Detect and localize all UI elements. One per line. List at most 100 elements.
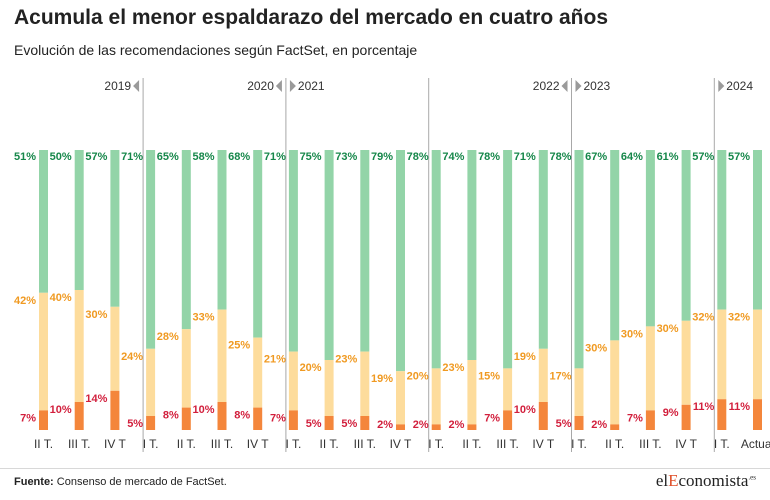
category-tick-label: III T. bbox=[211, 437, 233, 451]
value-label-sell: 2% bbox=[448, 419, 464, 431]
value-label-sell: 10% bbox=[50, 404, 72, 416]
year-arrow-icon bbox=[575, 80, 582, 92]
category-tick-label: II T. bbox=[462, 437, 481, 451]
category-tick-label: I T. bbox=[286, 437, 302, 451]
category-tick-label: II T. bbox=[605, 437, 624, 451]
bar-hold bbox=[253, 337, 263, 408]
bar-hold bbox=[431, 368, 441, 425]
value-label-buy: 68% bbox=[228, 151, 250, 163]
bar-sell bbox=[181, 407, 191, 430]
bar-sell bbox=[146, 416, 156, 430]
category-tick-label: II T. bbox=[34, 437, 53, 451]
bar-sell bbox=[360, 416, 370, 430]
value-label-buy: 50% bbox=[50, 151, 72, 163]
category-tick-label: III T. bbox=[354, 437, 376, 451]
bar-buy bbox=[396, 150, 405, 372]
bar-buy bbox=[681, 150, 691, 321]
value-label-buy: 78% bbox=[549, 151, 571, 163]
bar-hold bbox=[74, 290, 84, 402]
category-tick-label: III T. bbox=[639, 437, 661, 451]
value-label-hold: 42% bbox=[14, 295, 36, 307]
value-label-buy: 71% bbox=[514, 151, 536, 163]
value-label-sell: 5% bbox=[341, 418, 357, 430]
bar-buy bbox=[753, 150, 762, 310]
value-label-sell: 8% bbox=[163, 410, 179, 422]
source-label: Fuente: bbox=[14, 476, 54, 488]
publisher-logo: elEconomista.es bbox=[655, 471, 756, 490]
value-label-hold: 30% bbox=[657, 323, 679, 335]
value-label-hold: 17% bbox=[549, 370, 571, 382]
bar-hold bbox=[610, 340, 620, 425]
value-label-buy: 71% bbox=[264, 151, 286, 163]
value-label-hold: 32% bbox=[728, 312, 750, 324]
bar-buy bbox=[503, 150, 513, 369]
category-tick-label: III T. bbox=[496, 437, 518, 451]
bar-buy bbox=[39, 150, 48, 293]
value-label-hold: 30% bbox=[585, 342, 607, 354]
value-label-sell: 9% bbox=[663, 407, 679, 419]
category-tick-label: I T. bbox=[428, 437, 444, 451]
bar-hold bbox=[288, 351, 298, 411]
value-label-sell: 7% bbox=[20, 412, 36, 424]
value-label-buy: 74% bbox=[442, 151, 464, 163]
value-label-hold: 21% bbox=[264, 354, 286, 366]
value-label-hold: 23% bbox=[335, 354, 357, 366]
bar-sell bbox=[574, 416, 584, 430]
bar-sell bbox=[681, 404, 691, 430]
year-label: 2022 bbox=[533, 79, 560, 93]
value-label-hold: 19% bbox=[371, 373, 393, 385]
bar-sell bbox=[717, 399, 727, 430]
bar-sell bbox=[431, 424, 441, 430]
value-label-hold: 30% bbox=[621, 328, 643, 340]
bar-buy bbox=[717, 150, 727, 310]
bar-sell bbox=[753, 399, 762, 430]
year-arrow-icon bbox=[718, 80, 725, 92]
bar-buy bbox=[110, 150, 120, 307]
bar-sell bbox=[324, 416, 334, 430]
value-label-buy: 57% bbox=[85, 151, 107, 163]
bar-buy bbox=[324, 150, 334, 360]
value-label-buy: 58% bbox=[192, 151, 214, 163]
bar-buy bbox=[146, 150, 156, 349]
bar-hold bbox=[503, 368, 513, 411]
bar-buy bbox=[253, 150, 263, 338]
bar-sell bbox=[610, 424, 620, 430]
value-label-buy: 64% bbox=[621, 151, 643, 163]
chart-title: Acumula el menor espaldarazo del mercado… bbox=[14, 6, 609, 29]
bar-buy bbox=[467, 150, 477, 360]
value-label-buy: 61% bbox=[657, 151, 679, 163]
bar-sell bbox=[288, 410, 298, 430]
bar-hold bbox=[467, 360, 477, 425]
bar-sell bbox=[396, 424, 405, 430]
value-label-hold: 33% bbox=[192, 312, 214, 324]
category-tick-label: IV T bbox=[104, 437, 126, 451]
category-tick-label: I T. bbox=[143, 437, 159, 451]
bar-hold bbox=[181, 329, 191, 408]
value-label-buy: 65% bbox=[157, 151, 179, 163]
bar-buy bbox=[217, 150, 227, 310]
value-label-sell: 2% bbox=[413, 419, 429, 431]
bar-buy bbox=[288, 150, 298, 352]
bar-hold bbox=[110, 306, 120, 391]
value-label-sell: 7% bbox=[627, 412, 643, 424]
value-label-hold: 20% bbox=[407, 370, 429, 382]
category-tick-label: IV T bbox=[532, 437, 554, 451]
bar-buy bbox=[610, 150, 620, 341]
value-label-hold: 30% bbox=[85, 309, 107, 321]
value-label-hold: 20% bbox=[300, 362, 322, 374]
category-tick-label: IV T bbox=[675, 437, 697, 451]
value-label-buy: 78% bbox=[407, 151, 429, 163]
bar-buy bbox=[645, 150, 655, 327]
bar-buy bbox=[538, 150, 548, 349]
value-label-hold: 19% bbox=[514, 351, 536, 363]
value-label-buy: 75% bbox=[300, 151, 322, 163]
bar-hold bbox=[39, 292, 48, 411]
category-tick-label: Actual bbox=[741, 437, 770, 451]
year-label: 2019 bbox=[104, 79, 131, 93]
year-arrow-icon bbox=[275, 80, 282, 92]
category-tick-label: IV T bbox=[247, 437, 269, 451]
category-tick-label: III T. bbox=[68, 437, 90, 451]
value-label-hold: 25% bbox=[228, 340, 250, 352]
bar-buy bbox=[181, 150, 191, 330]
value-label-sell: 10% bbox=[192, 404, 214, 416]
